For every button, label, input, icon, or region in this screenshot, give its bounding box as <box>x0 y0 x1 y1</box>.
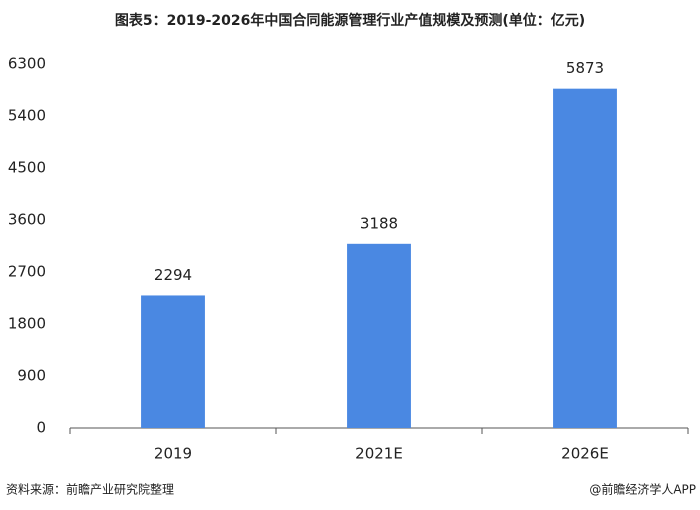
source-note: 资料来源：前瞻产业研究院整理 <box>6 482 174 497</box>
y-tick-label: 4500 <box>8 159 46 177</box>
data-label: 3188 <box>360 214 398 232</box>
y-tick-label: 0 <box>36 419 46 437</box>
x-tick-label: 2019 <box>154 445 192 463</box>
bar <box>141 295 205 428</box>
y-tick-label: 5400 <box>8 107 46 125</box>
data-label: 5873 <box>566 59 604 77</box>
data-label: 2294 <box>154 266 192 284</box>
chart-title: 图表5：2019-2026年中国合同能源管理行业产值规模及预测(单位：亿元) <box>115 12 585 29</box>
y-tick-label: 1800 <box>8 315 46 333</box>
bar <box>347 243 411 428</box>
y-tick-label: 2700 <box>8 263 46 281</box>
bar <box>553 88 617 428</box>
y-tick-label: 6300 <box>8 55 46 73</box>
x-tick-label: 2026E <box>561 445 609 463</box>
y-tick-label: 3600 <box>8 211 46 229</box>
x-tick-label: 2021E <box>355 445 403 463</box>
credit: @前瞻经济学人APP <box>589 482 696 497</box>
y-tick-label: 900 <box>17 367 46 385</box>
